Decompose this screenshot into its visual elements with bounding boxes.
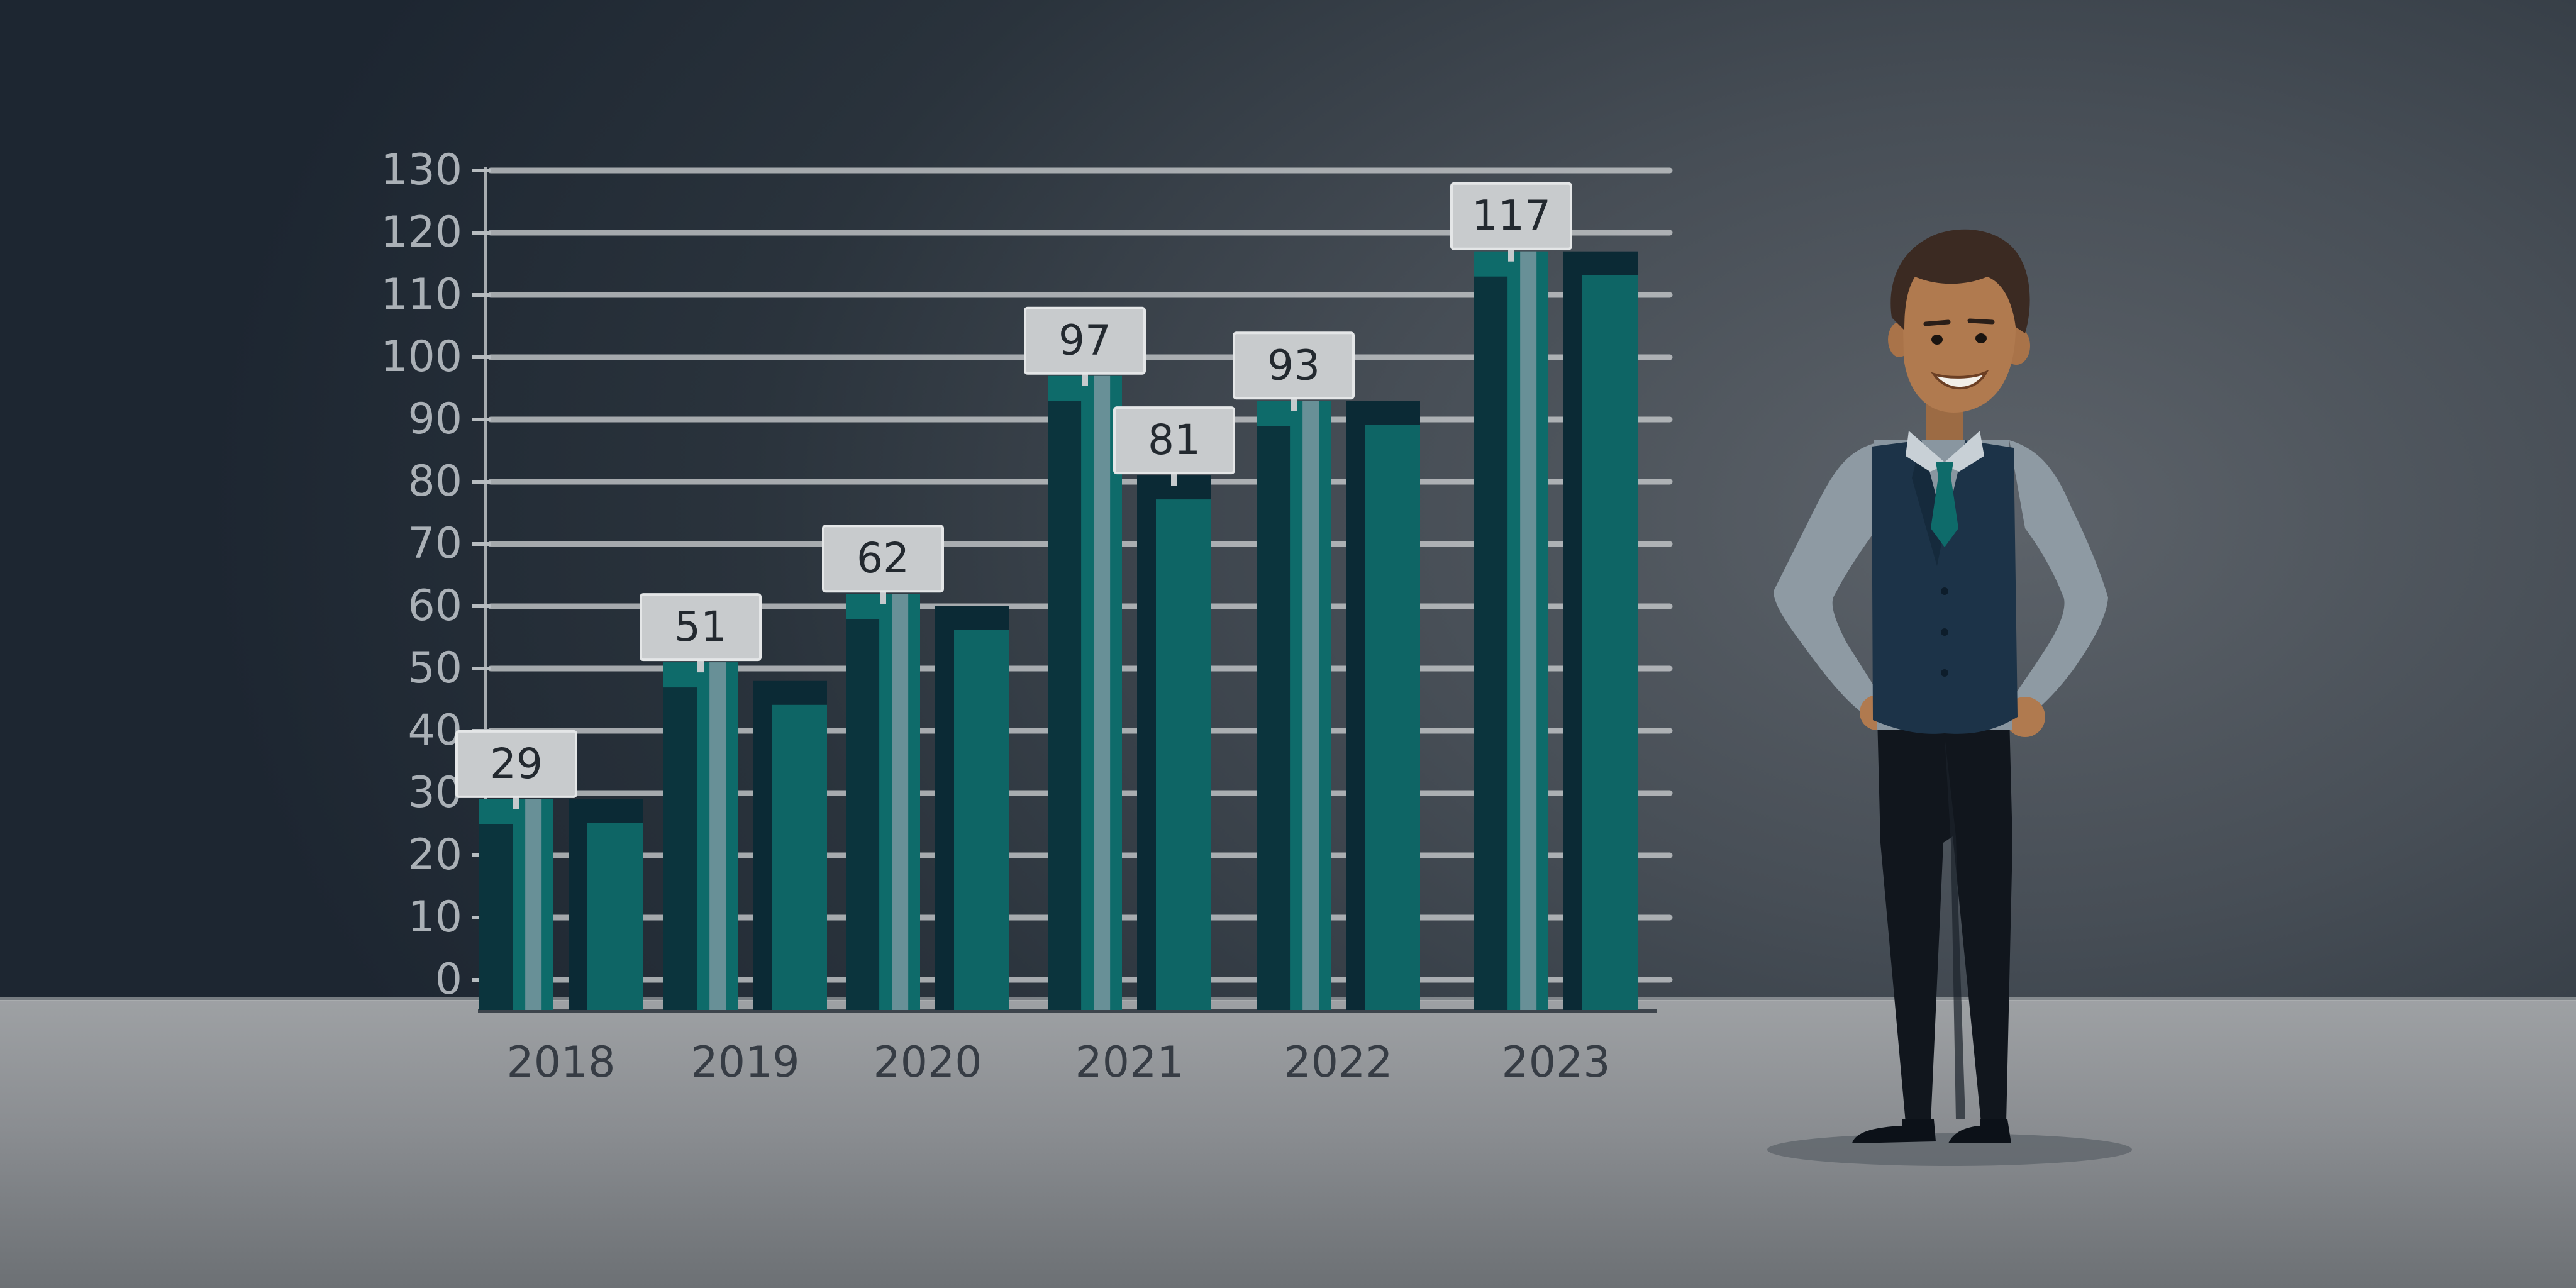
bar-series-2-face (1582, 275, 1638, 1011)
left-arm (1774, 443, 1887, 717)
bar-series-1-highlight (1094, 375, 1111, 1010)
data-label-plate (1113, 406, 1235, 475)
data-label: 117 (1472, 192, 1551, 240)
character-shadow (1767, 1133, 2132, 1166)
bar-series-1-highlight (892, 594, 909, 1010)
face (1902, 256, 2016, 413)
collar (1906, 431, 1984, 472)
x-tick-label: 2019 (691, 1038, 799, 1087)
right-arm (2006, 440, 2108, 717)
bar-series-1-shade (1474, 276, 1508, 1011)
x-tick-label: 2020 (873, 1038, 982, 1087)
bar-series-1-shade (1257, 426, 1291, 1010)
tie (1931, 462, 1958, 547)
data-label-plate (1024, 306, 1146, 375)
data-label-plate (822, 525, 944, 593)
businessman-illustration (1767, 229, 2132, 1166)
right-shoe (1948, 1119, 2011, 1143)
y-tick-label: 50 (408, 643, 462, 693)
y-tick-label: 90 (408, 394, 462, 444)
x-tick-label: 2022 (1284, 1038, 1392, 1087)
data-label-plate (455, 730, 577, 798)
data-label-plate (1450, 182, 1572, 250)
bar-series-2-face (772, 704, 827, 1010)
data-labels-layer: 29 51 62 97 81 93 117 (455, 182, 1572, 809)
y-tick-label: 80 (408, 457, 462, 506)
data-label: 93 (1267, 341, 1320, 389)
left-eye (1931, 335, 1943, 345)
y-tick-label: 0 (435, 955, 462, 1004)
data-label-plate (640, 593, 762, 662)
y-tick-label: 100 (380, 332, 462, 382)
bar-series-1-highlight (709, 662, 726, 1010)
y-tick-label: 20 (408, 830, 462, 880)
y-tick-label: 70 (408, 519, 462, 569)
bar-series-1-shade (1048, 401, 1082, 1010)
y-tick-label: 120 (380, 208, 462, 257)
bar-series-2-face (1365, 425, 1420, 1010)
y-tick-label: 60 (408, 581, 462, 631)
bar-series-2-face (954, 630, 1009, 1010)
y-tick-label: 40 (408, 706, 462, 755)
x-tick-label: 2021 (1075, 1038, 1184, 1087)
x-tick-label: 2018 (506, 1038, 615, 1087)
data-label: 62 (857, 534, 909, 582)
data-label: 29 (490, 740, 543, 788)
x-axis-labels: 2018 2019 2020 2021 2022 2023 (506, 1038, 1610, 1087)
x-tick-label: 2023 (1501, 1038, 1610, 1087)
floor (0, 1000, 2576, 1288)
data-label: 97 (1058, 316, 1111, 365)
pants (1877, 717, 2012, 1123)
data-label: 51 (674, 602, 727, 651)
smile (1931, 369, 1989, 390)
y-tick-label: 10 (408, 892, 462, 942)
y-tick-label: 130 (380, 145, 462, 195)
left-shoe (1852, 1119, 1936, 1143)
y-tick-label: 110 (380, 270, 462, 319)
bar-series-2-face (1156, 499, 1211, 1010)
hair (1890, 229, 2030, 333)
bar-series-2-face (587, 823, 643, 1010)
data-label: 81 (1148, 416, 1201, 464)
bar-series-1-highlight (1302, 401, 1319, 1010)
y-tick-label: 30 (408, 768, 462, 818)
bars-layer (479, 251, 1638, 1011)
data-label-plate (1233, 331, 1355, 400)
right-eye (1975, 333, 1987, 343)
bar-series-1-shade (663, 687, 697, 1010)
bar-series-1-highlight (1520, 251, 1537, 1011)
bar-series-1-shade (479, 824, 513, 1010)
vest (1872, 440, 2018, 734)
bar-series-1-shade (846, 619, 880, 1010)
bar-series-1-highlight (525, 799, 542, 1010)
